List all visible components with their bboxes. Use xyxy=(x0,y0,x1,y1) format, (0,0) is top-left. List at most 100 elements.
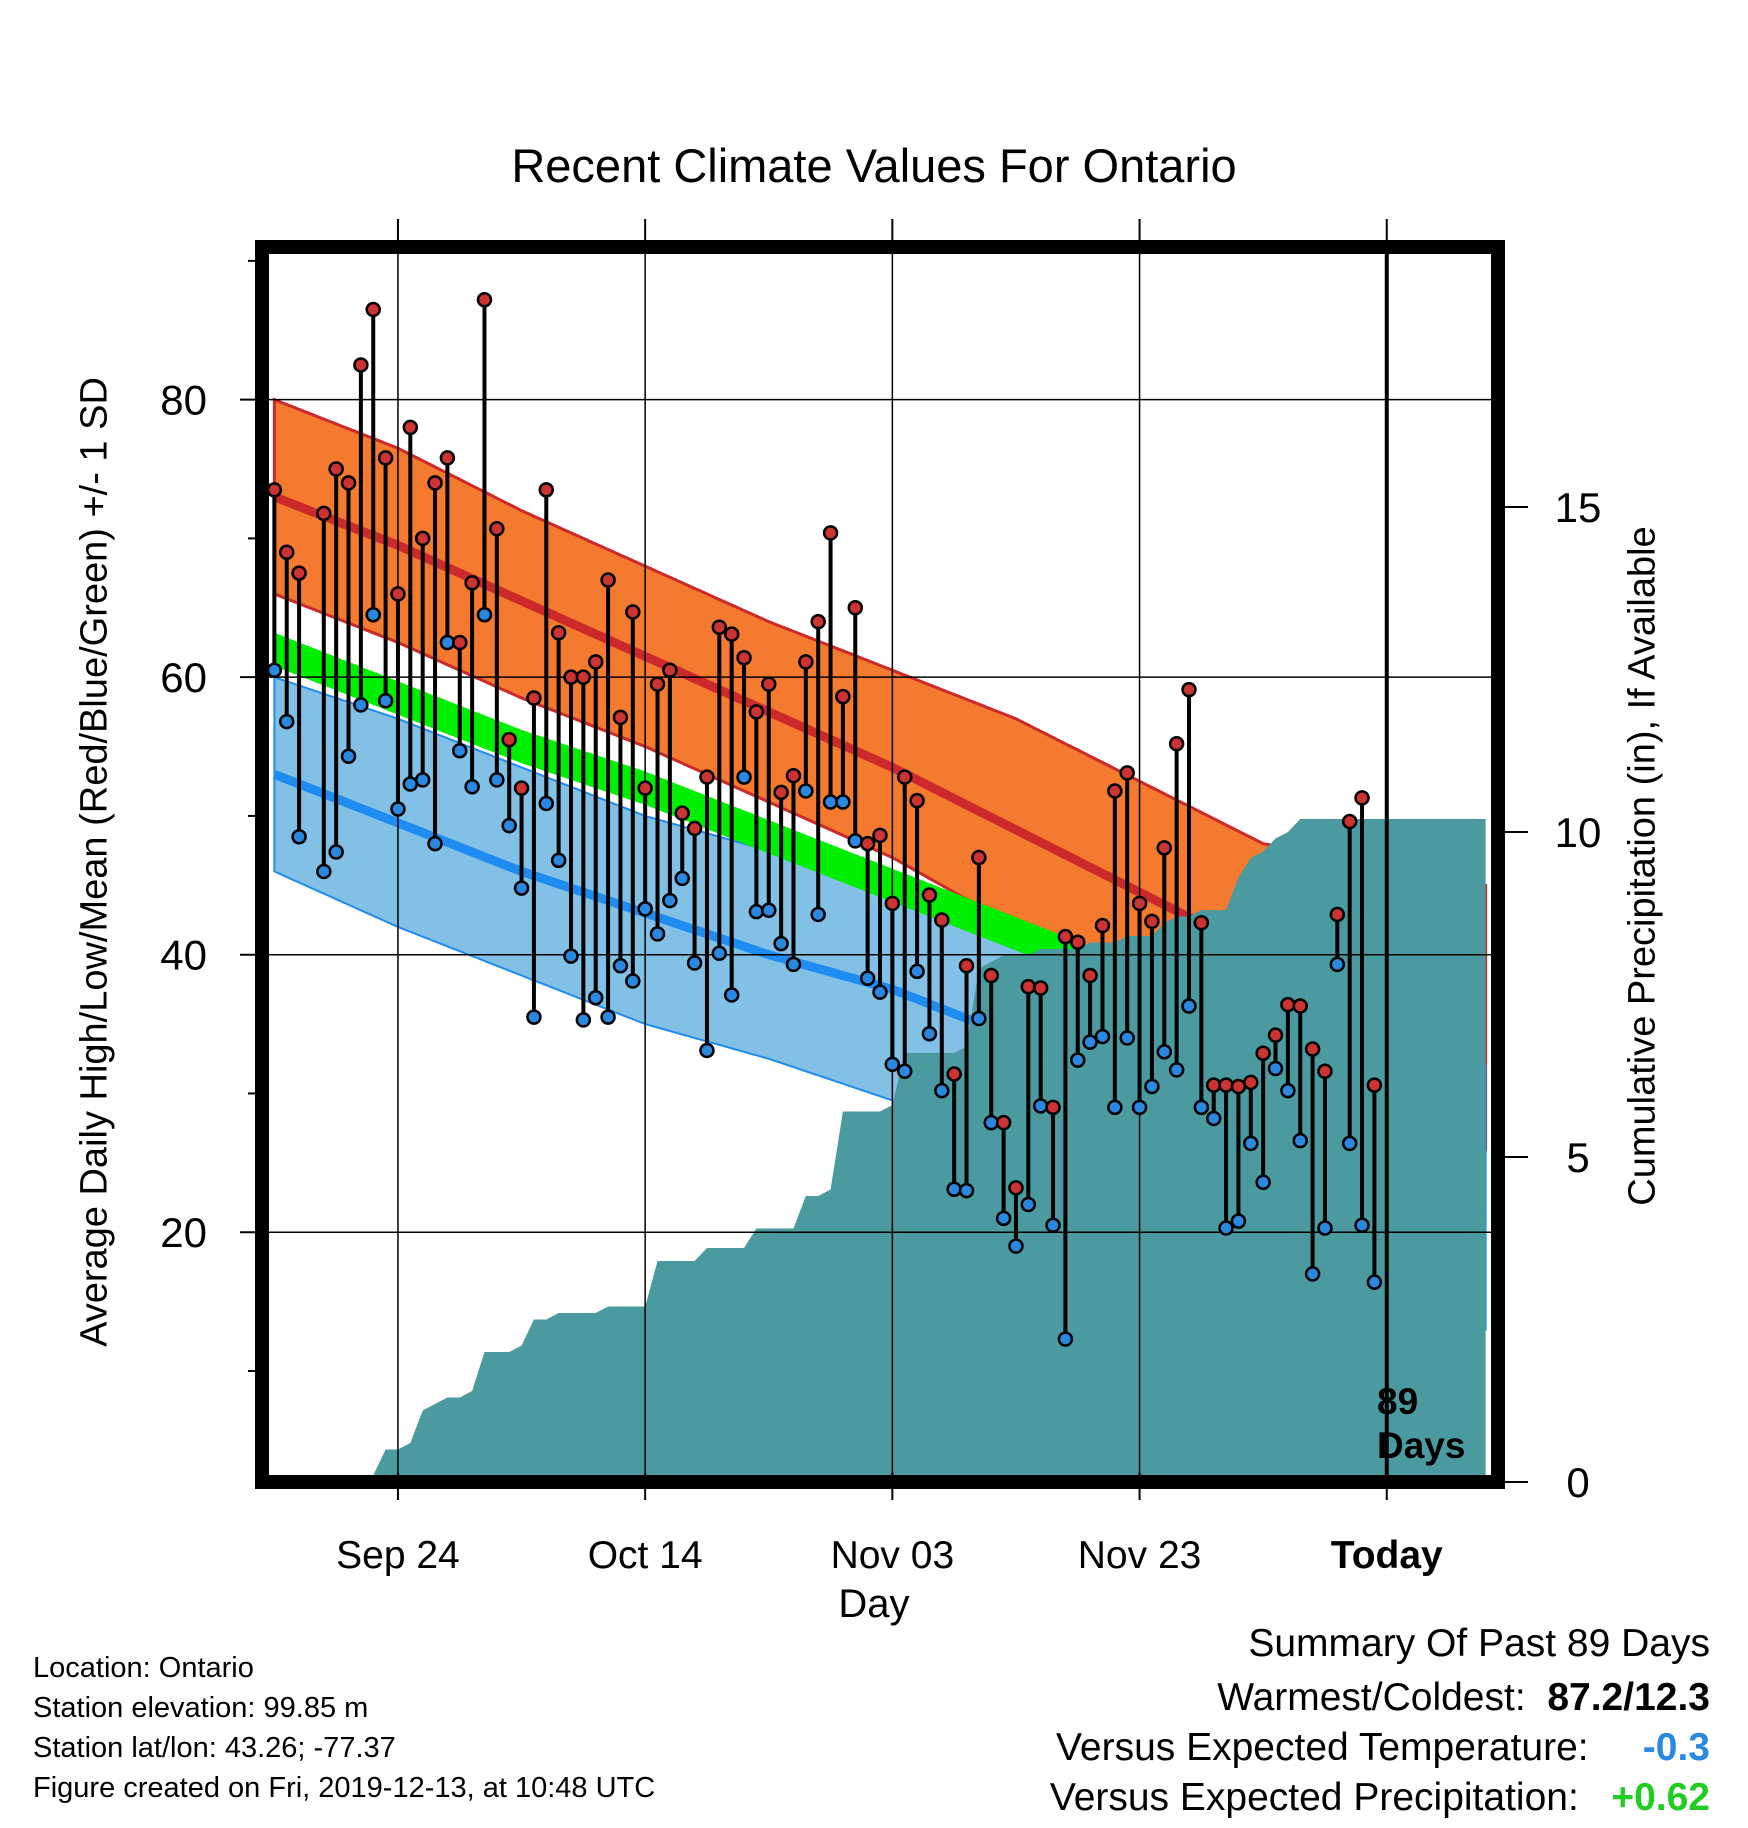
daily-high-point xyxy=(662,662,678,678)
daily-high-point xyxy=(1317,1063,1333,1080)
x-axis-label: Day xyxy=(838,1582,910,1626)
daily-high-point xyxy=(1181,681,1197,698)
daily-high-point xyxy=(1032,980,1049,996)
daily-high-point xyxy=(798,654,814,670)
daily-low-point xyxy=(625,973,641,989)
warmest-coldest-label: Warmest/Coldest: xyxy=(1217,1676,1526,1719)
daily-high-point xyxy=(773,784,789,801)
x-tick-label: Nov 03 xyxy=(831,1534,955,1577)
precip-area xyxy=(274,819,1486,1482)
daily-high-point xyxy=(452,634,468,651)
daily-high-point xyxy=(1267,1027,1284,1043)
daily-low-point xyxy=(662,892,678,909)
daily-high-point xyxy=(983,967,999,984)
warmest-coldest-value: 87.2/12.3 xyxy=(1547,1676,1710,1719)
daily-low-point xyxy=(1032,1098,1049,1114)
daily-low-point xyxy=(1243,1135,1259,1152)
daily-low-point xyxy=(365,606,381,623)
y-left-tick-label: 40 xyxy=(160,932,207,979)
daily-low-point xyxy=(1255,1174,1271,1191)
daily-low-point xyxy=(538,795,555,812)
daily-low-point xyxy=(476,606,493,623)
daily-high-point xyxy=(1057,928,1074,945)
daily-low-point xyxy=(1119,1030,1135,1046)
summary-heading: Summary Of Past 89 Days xyxy=(1248,1622,1710,1665)
daily-high-point xyxy=(995,1114,1012,1131)
daily-high-point xyxy=(847,600,864,616)
daily-high-point xyxy=(810,613,826,630)
daily-high-point xyxy=(513,780,530,796)
daily-low-point xyxy=(1020,1196,1037,1213)
today-days-label: 89 Days xyxy=(1377,1380,1465,1468)
daily-low-point xyxy=(884,1056,901,1073)
daily-high-point xyxy=(699,769,715,785)
daily-high-point xyxy=(476,291,493,308)
daily-high-point xyxy=(909,792,925,809)
daily-high-point xyxy=(674,805,690,821)
daily-high-point xyxy=(1020,978,1037,995)
daily-high-point xyxy=(1230,1078,1247,1095)
daily-low-point xyxy=(1094,1028,1111,1045)
daily-high-point xyxy=(550,625,567,641)
daily-high-point xyxy=(1008,1180,1024,1196)
daily-low-point xyxy=(686,955,703,971)
daily-high-point xyxy=(1280,996,1296,1013)
daily-low-point xyxy=(1292,1132,1308,1149)
daily-high-point xyxy=(1292,998,1308,1014)
daily-high-point xyxy=(1131,895,1148,912)
daily-high-point xyxy=(365,301,381,318)
daily-high-point xyxy=(427,475,443,491)
daily-high-point xyxy=(291,565,307,581)
daily-high-point xyxy=(649,676,666,692)
daily-low-point xyxy=(600,1009,616,1025)
daily-low-point xyxy=(1131,1099,1148,1116)
daily-high-point xyxy=(1243,1074,1259,1091)
daily-low-point xyxy=(291,828,307,845)
daily-low-point xyxy=(785,956,802,973)
daily-low-point xyxy=(1045,1217,1061,1234)
daily-high-point xyxy=(587,654,604,670)
daily-high-point xyxy=(340,475,357,491)
daily-high-point xyxy=(934,912,950,928)
daily-high-point xyxy=(736,649,752,666)
daily-low-point xyxy=(612,958,629,974)
daily-high-point xyxy=(1193,915,1210,931)
daily-low-point xyxy=(316,863,332,880)
x-tick-label: Today xyxy=(1331,1534,1443,1577)
daily-low-point xyxy=(1267,1060,1284,1077)
daily-low-point xyxy=(452,742,468,759)
daily-low-point xyxy=(402,776,419,792)
daily-low-point xyxy=(1354,1217,1370,1234)
daily-low-point xyxy=(1193,1099,1210,1116)
daily-high-point xyxy=(723,626,740,642)
daily-high-point xyxy=(600,572,616,588)
daily-low-point xyxy=(798,783,814,799)
daily-low-point xyxy=(1144,1078,1160,1095)
daily-low-point xyxy=(1181,998,1197,1014)
y-right-tick-label: 0 xyxy=(1566,1459,1589,1506)
summary-temp: Versus Expected Temperature: -0.3 xyxy=(1056,1726,1710,1770)
x-tick-label: Sep 24 xyxy=(336,1534,460,1577)
daily-low-point xyxy=(266,662,283,678)
daily-high-point xyxy=(1094,917,1111,934)
daily-low-point xyxy=(1218,1220,1234,1236)
daily-low-point xyxy=(896,1063,913,1080)
daily-high-point xyxy=(958,958,975,974)
daily-low-point xyxy=(340,748,357,765)
daily-low-point xyxy=(934,1082,950,1099)
daily-low-point xyxy=(1304,1266,1321,1282)
daily-low-point xyxy=(946,1181,962,1197)
daily-low-point xyxy=(489,772,505,788)
station-elevation: Station elevation: 99.85 m xyxy=(33,1692,369,1724)
daily-low-point xyxy=(909,963,925,980)
daily-high-point xyxy=(1304,1041,1321,1057)
daily-high-point xyxy=(266,482,283,498)
precip-label: Versus Expected Precipitation: xyxy=(1049,1776,1579,1819)
daily-high-point xyxy=(1329,906,1346,923)
daily-low-point xyxy=(550,852,567,869)
daily-low-point xyxy=(971,1010,987,1027)
daily-low-point xyxy=(1008,1238,1024,1254)
y-left-tick-label: 20 xyxy=(160,1209,207,1256)
daily-low-point xyxy=(674,870,690,887)
